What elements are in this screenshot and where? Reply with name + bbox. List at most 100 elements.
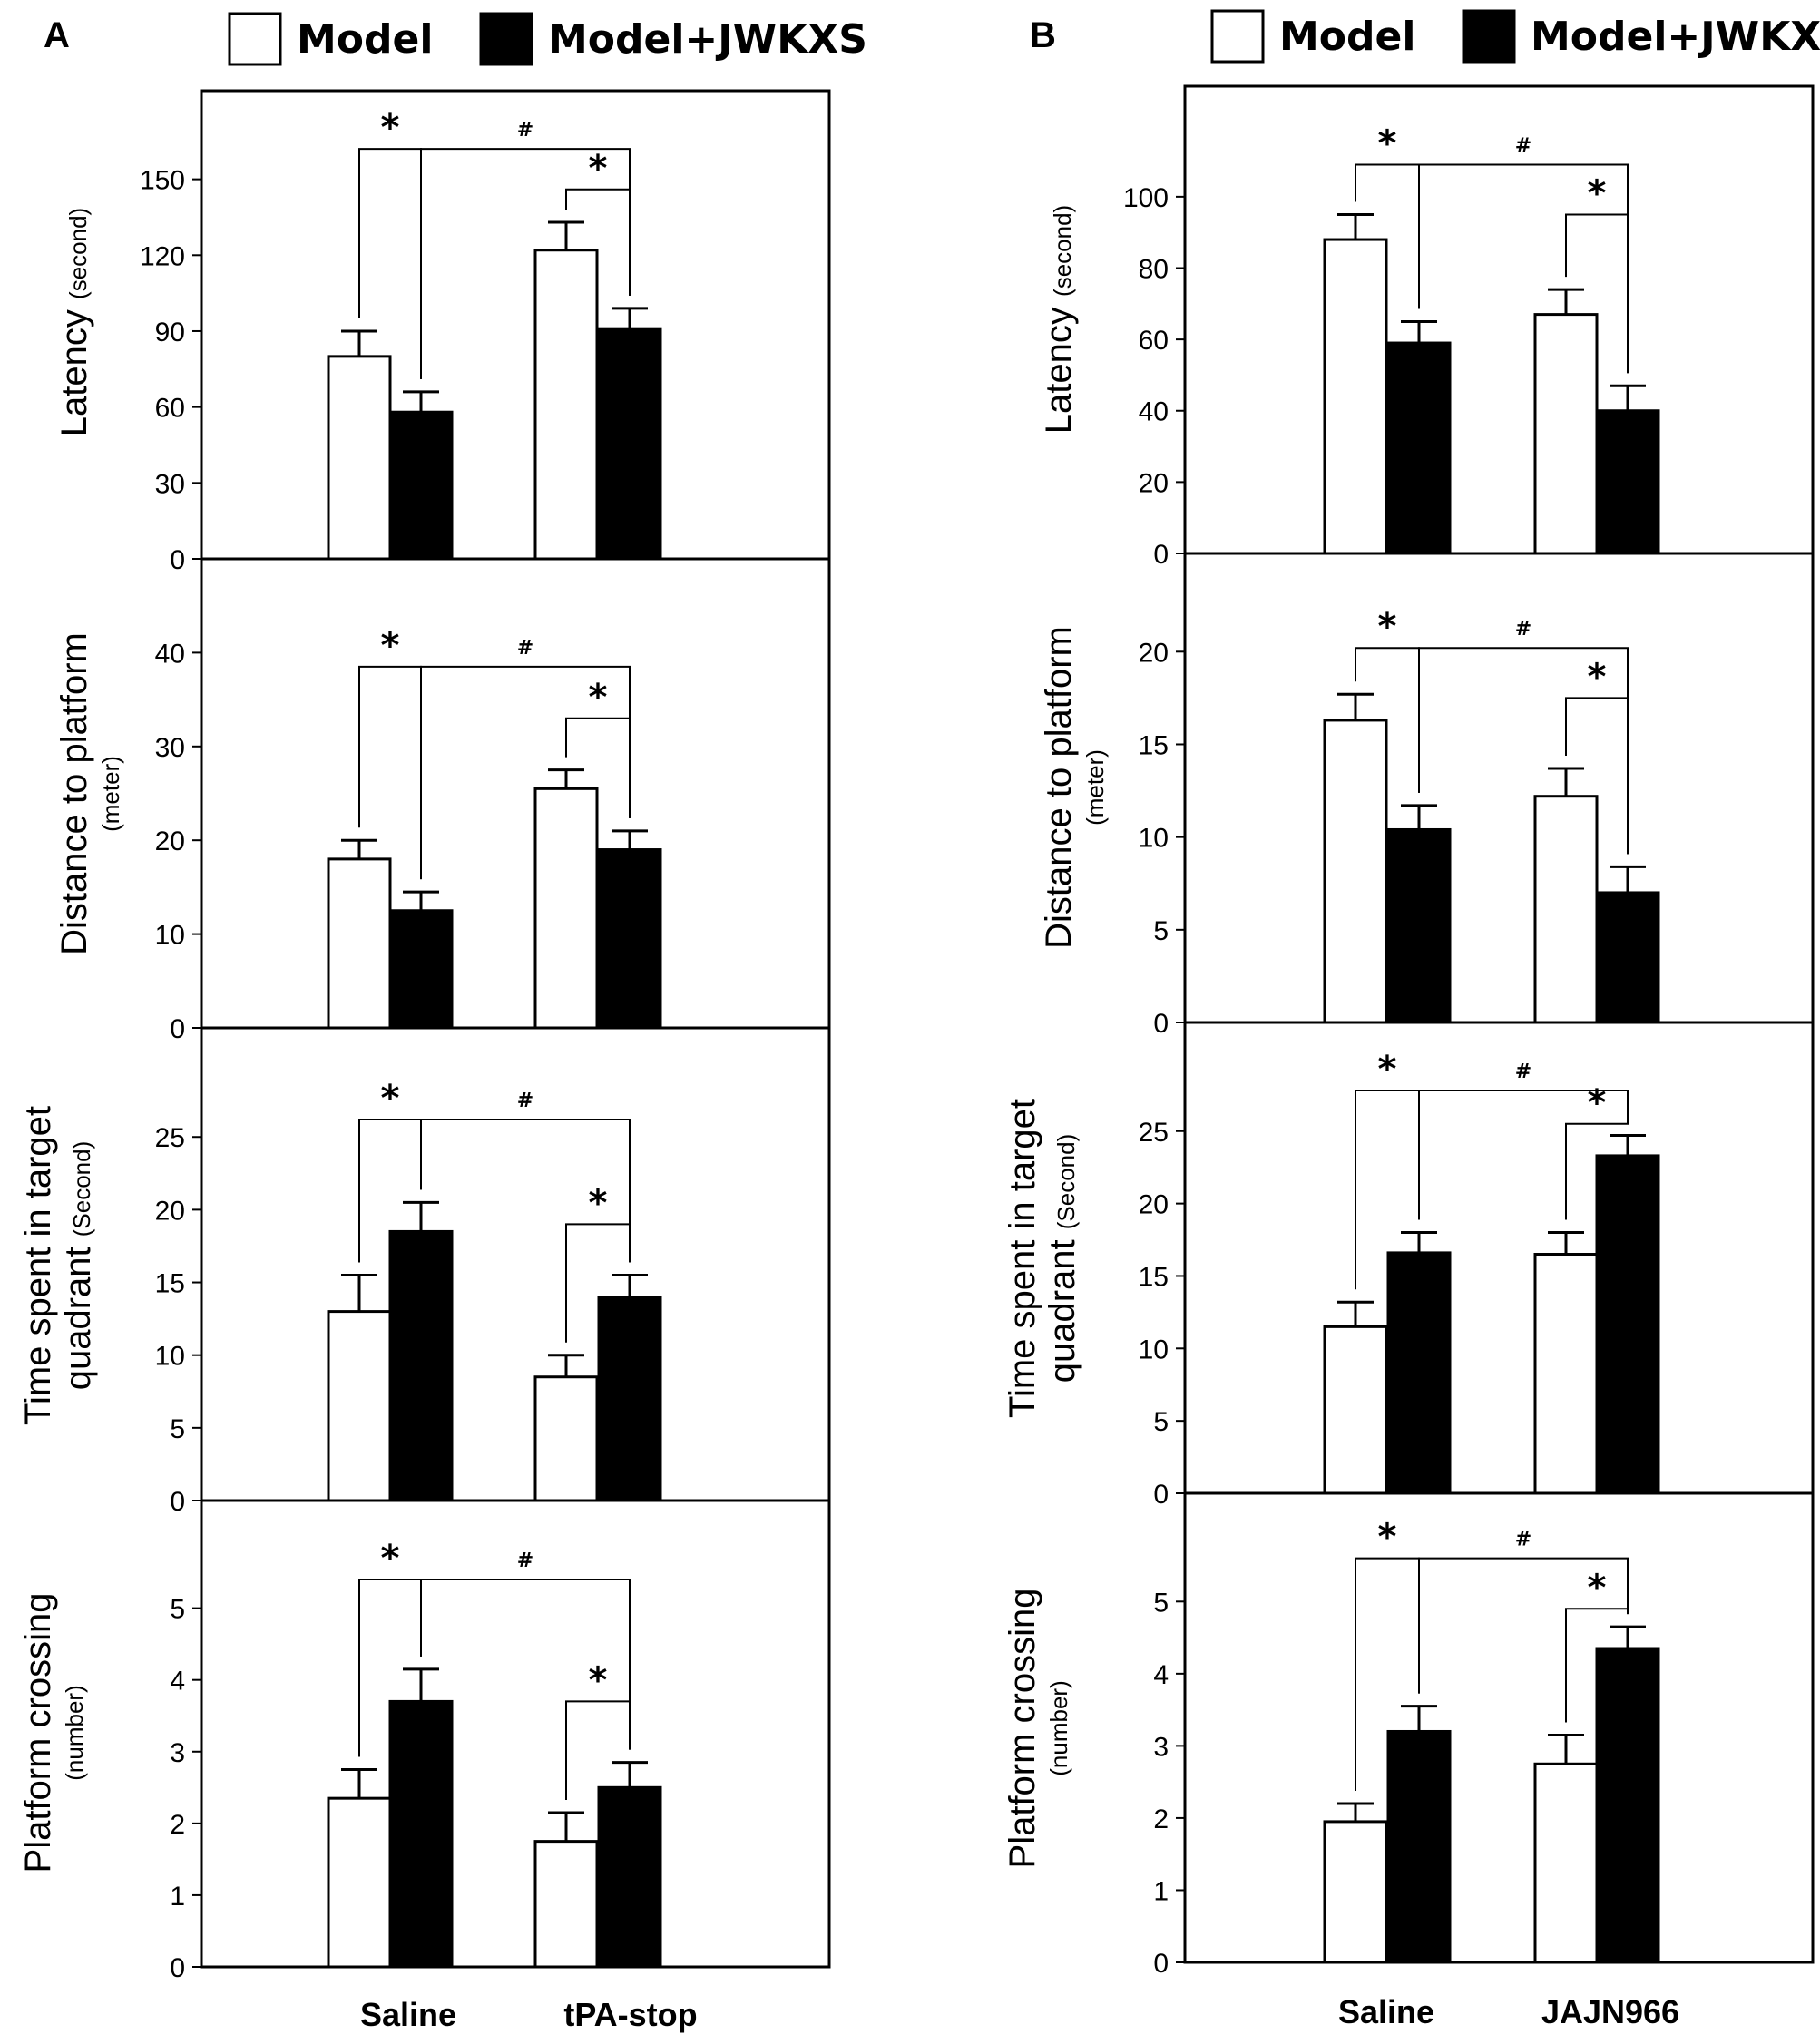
panel-a-ylabel-quadrant-3: quadrant (58, 1237, 98, 1390)
panel-a-ylabel-line2-3: quadrant (Second) (58, 1141, 98, 1391)
panel-a-subplot-1: 0 30 60 90 120 150 Latency (second) * * # (54, 89, 831, 575)
panel-a-subplot-4: 0 1 2 3 4 5 Platform crossing (number) * * # (18, 1499, 831, 1983)
panel-b-ytick-label-3-4: 20 (1139, 1190, 1169, 1220)
panel-b-bar-3-2-model (1533, 1253, 1599, 1495)
panel-b-sig-label-4-2: * (1588, 1567, 1607, 1609)
panel-b-ylabel-group-1: Latency (second) (1039, 205, 1079, 434)
panel-b-ytick-label-3-2: 10 (1139, 1335, 1169, 1364)
panel-b-ytick-label-2-2: 10 (1139, 824, 1169, 854)
panel-a-ytick-label-3-4: 20 (155, 1196, 185, 1226)
panel-b-category-label-saline: Saline (1338, 1993, 1434, 2030)
panel-a-ytick-label-1-2: 60 (155, 394, 185, 424)
panel-b-ytick-label-4-0: 0 (1153, 1949, 1169, 1979)
legend-b-jwkxs-label: Model+JWKXS (1531, 14, 1820, 60)
panel-b-ylabel-quadrant-3: quadrant (1042, 1229, 1082, 1383)
panel-b-bar-2-2-model (1533, 795, 1599, 1024)
panel-b-ytick-label-1-3: 60 (1139, 326, 1169, 356)
panel-a-yunit-2: (meter) (97, 756, 124, 832)
panel-b-ytick-label-2-4: 20 (1139, 638, 1169, 668)
panel-a-frame-1 (200, 89, 831, 561)
panel-a-sig-label-2-1: * (381, 625, 400, 667)
panel-a-ytick-label-4-2: 2 (170, 1810, 185, 1840)
panel-a-subplot-3: 0 5 10 15 20 25 Time spent in target quadrant (… (18, 1026, 831, 1517)
panel-a-sig-label-1-2: * (589, 148, 608, 190)
panel-a-ytick-label-4-3: 3 (170, 1738, 185, 1768)
panel-b-ylabel-3: Time spent in target (1003, 1099, 1042, 1418)
panel-a-ytick-label-3-1: 5 (170, 1414, 185, 1444)
panel-a-sig-bracket-4-2 (565, 1700, 631, 1800)
panel-b-sig-label-1-3: # (1515, 134, 1531, 157)
panel-b-ytick-label-4-3: 3 (1153, 1732, 1169, 1762)
panel-a-frame-2 (200, 557, 831, 1030)
panel-b-sig-label-2-2: * (1588, 656, 1607, 698)
panel-b-sig-bracket-1-3 (1418, 163, 1629, 374)
legend-b-jwkxs-swatch (1462, 9, 1516, 64)
panel-a-sig-bracket-4-3 (420, 1578, 631, 1750)
panel-a-sig-label-2-3: # (517, 637, 533, 660)
panel-a-ytick-label-1-3: 90 (155, 318, 185, 347)
panel-a-bar-3-1-jwkxs (388, 1229, 454, 1502)
panel-b-sig-bracket-3-2 (1565, 1122, 1629, 1220)
panel-b-bar-3-2-jwkxs (1595, 1154, 1660, 1495)
panel-b-ylabel-group-4: Platform crossing (number) (1003, 1589, 1072, 1869)
panel-b-bar-4-1-model (1323, 1820, 1388, 1964)
panel-letter-a: A (44, 15, 70, 55)
legend-b-model-swatch (1210, 9, 1265, 64)
panel-a-ylabel-main-1: Latency (54, 299, 94, 436)
panel-a-bar-3-1-model (327, 1310, 392, 1502)
panel-a-ytick-label-2-0: 0 (170, 1014, 185, 1044)
panel-a-bar-4-1-jwkxs (388, 1699, 454, 1969)
panel-a-yunit-4: (number) (61, 1685, 88, 1780)
panel-a-bar-1-2-jwkxs (597, 327, 662, 561)
panel-b-ytick-label-1-2: 40 (1139, 397, 1169, 427)
panel-a-bar-4-2-jwkxs (597, 1785, 662, 1969)
panel-a-bar-1-1-model (327, 355, 392, 561)
panel-b-frame-3 (1183, 1021, 1815, 1495)
panel-b-sig-label-3-1: * (1378, 1049, 1397, 1090)
panel-a-ytick-label-2-3: 30 (155, 733, 185, 763)
panel-a-bar-3-2-model (533, 1375, 599, 1502)
panel-b-sig-label-3-3: # (1515, 1061, 1531, 1083)
panel-a-yunit-3: (Second) (68, 1141, 95, 1237)
panel-a-ytick-label-3-0: 0 (170, 1487, 185, 1517)
panel-a-bar-1-1-jwkxs (388, 410, 454, 561)
panel-a-bar-2-1-jwkxs (388, 909, 454, 1030)
panel-b-ytick-label-4-4: 4 (1153, 1660, 1169, 1690)
panel-a-ylabel-group-4: Platform crossing (number) (18, 1593, 88, 1873)
panel-b-frame-2 (1183, 552, 1815, 1024)
panel-a-ytick-label-4-4: 4 (170, 1667, 185, 1697)
panel-b-bar-3-1-model (1323, 1325, 1388, 1495)
legend-a-jwkxs-label: Model+JWKXS (548, 16, 867, 63)
panel-a-ylabel-group-2: Distance to platform (meter) (54, 632, 124, 955)
panel-a-ytick-label-2-4: 40 (155, 639, 185, 669)
panel-b-bar-4-1-jwkxs (1386, 1729, 1452, 1964)
panel-a-bar-4-1-model (327, 1796, 392, 1969)
legend-a-model-label: Model (297, 16, 433, 63)
panel-b-ylabel-2: Distance to platform (1039, 626, 1079, 949)
panel-b-yunit-1: (second) (1049, 205, 1076, 297)
panel-b-bar-2-1-model (1323, 719, 1388, 1024)
panel-b-frame-4 (1183, 1491, 1815, 1964)
panel-a-sig-label-4-2: * (589, 1659, 608, 1701)
panel-b-ytick-label-2-1: 5 (1153, 916, 1169, 946)
panel-b-ytick-label-2-0: 0 (1153, 1009, 1169, 1039)
panel-a-ytick-label-3-5: 25 (155, 1123, 185, 1153)
panel-a-ytick-label-1-5: 150 (140, 166, 185, 196)
panel-a-bar-2-2-model (533, 787, 599, 1030)
panel-b-ytick-label-3-5: 25 (1139, 1118, 1169, 1148)
panel-b-bar-2-1-jwkxs (1386, 827, 1452, 1024)
legend-a-model-swatch (228, 12, 282, 66)
panel-a-ytick-label-3-3: 15 (155, 1269, 185, 1299)
panel-b-category-label-jajn966: JAJN966 (1541, 1993, 1679, 2030)
panel-b-ylabel-group-2: Distance to platform (meter) (1039, 626, 1109, 949)
panel-a-bar-4-2-model (533, 1840, 599, 1969)
panel-b-bar-1-2-jwkxs (1595, 409, 1660, 555)
panel-b-subplot-4: 0 1 2 3 4 5 Platform crossing (number) * * # (1003, 1491, 1815, 1979)
panel-b-ytick-label-1-4: 80 (1139, 254, 1169, 284)
panel-a-yunit-1: (second) (64, 208, 92, 299)
panel-a-ylabel-group-3: Time spent in target quadrant (Second) (18, 1106, 98, 1425)
panel-b-frame-1 (1183, 84, 1815, 555)
panel-b-bar-1-2-model (1533, 313, 1599, 555)
panel-b-subplot-2: 0 5 10 15 20 Distance to platform (meter) * * # (1039, 552, 1815, 1039)
